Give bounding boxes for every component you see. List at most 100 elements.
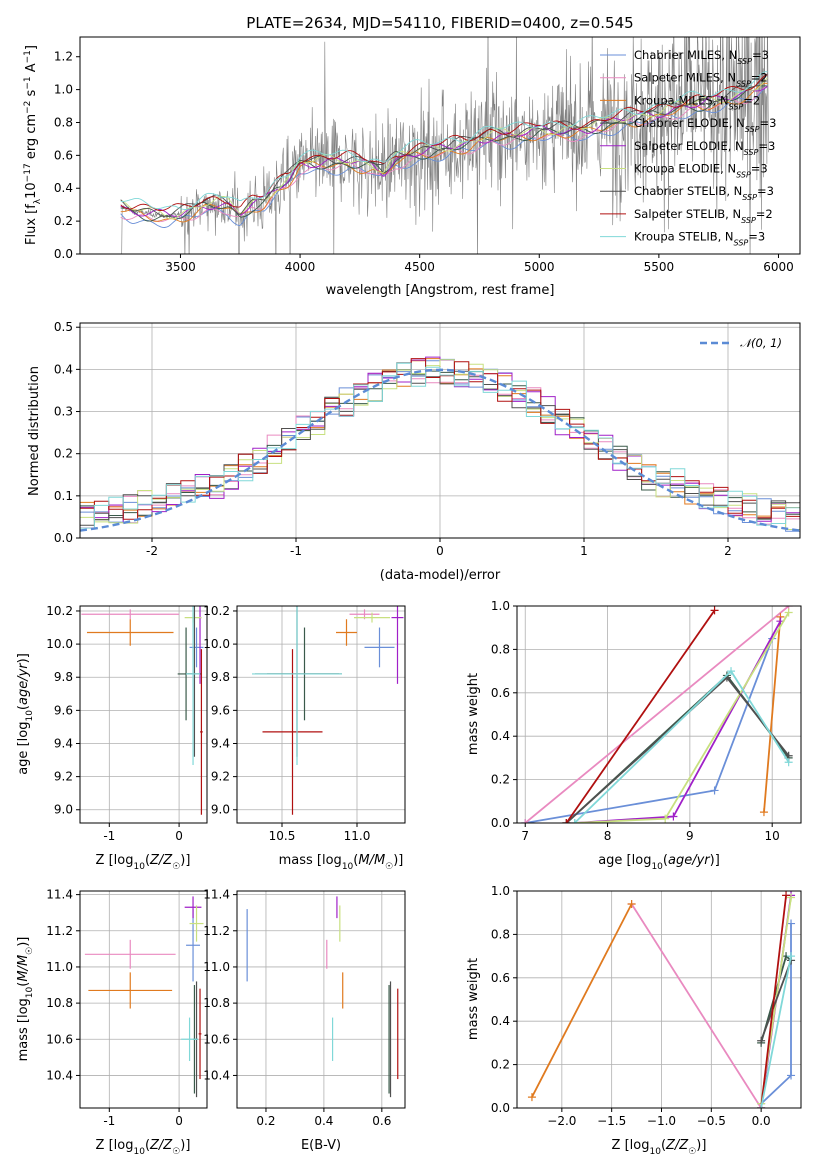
y-tick-label: 9.2 — [211, 770, 230, 784]
legend-label: Salpeter MILES, NSSP=2 — [634, 71, 768, 89]
plot-layer: 3500 4000 4500 5000 5500 6000 0.0 0.2 0.4 0.6 0.8 1… — [46, 36, 802, 1128]
x-tick-label: 0.6 — [372, 1114, 391, 1128]
age-mass-xlabel: mass [log10(M/M☉)] — [279, 853, 404, 872]
y-tick-label: 11.0 — [203, 960, 230, 974]
y-tick-label: 9.0 — [211, 803, 230, 817]
y-tick-label: 0.0 — [54, 531, 73, 545]
weight-Z-xlabel: Z [log10(Z/Z☉)] — [612, 1138, 707, 1157]
legend-label: Kroupa ELODIE, NSSP=3 — [634, 162, 768, 180]
x-tick-label: 3500 — [165, 260, 196, 274]
age_vs_mass-axes — [237, 606, 405, 823]
y-tick-label: 10.6 — [203, 1032, 230, 1046]
legend-label: Kroupa STELIB, NSSP=3 — [634, 230, 765, 248]
age_vs_Z-frame: -1 0 9.0 9.2 9.4 9.6 9.8 10.0 10.2 — [46, 604, 208, 843]
weight-marker — [710, 606, 719, 615]
weight-track — [763, 616, 782, 813]
x-tick-label: −1.5 — [597, 1114, 626, 1128]
weight_vs_age-frame: 7 8 9 10 0.0 0.2 0.4 0.6 0.8 1.0 — [491, 599, 802, 843]
y-tick-label: 11.2 — [46, 924, 73, 938]
weight-track — [760, 895, 787, 1108]
weight-track — [565, 676, 790, 823]
y-tick-label: 0.6 — [491, 971, 510, 985]
x-tick-label: -1 — [103, 829, 115, 843]
weight-marker — [669, 812, 678, 821]
residuals-axes — [80, 323, 800, 539]
weight-marker — [787, 952, 796, 961]
mass-ebv-xlabel: E(B-V) — [301, 1138, 341, 1153]
axes-frame — [79, 890, 208, 1109]
axes-frame — [79, 36, 801, 255]
residuals-frame: -2 -1 0 1 2 0.0 0.1 0.2 0.3 0.4 0.5 — [54, 320, 801, 558]
y-tick-label: 0.6 — [54, 148, 73, 162]
model-spectrum-line — [120, 74, 768, 211]
x-tick-label: 0 — [175, 1114, 183, 1128]
model-spectrum-line — [120, 73, 768, 218]
x-tick-label: 4000 — [285, 260, 316, 274]
model-spectrum-line — [120, 77, 768, 220]
y-tick-label: 0.4 — [54, 362, 73, 376]
y-tick-label: 9.4 — [211, 736, 230, 750]
x-tick-label: −0.5 — [697, 1114, 726, 1128]
x-tick-label: 8 — [604, 829, 612, 843]
mass_vs_Z-axes — [80, 891, 207, 1108]
spectrum-frame: 3500 4000 4500 5000 5500 6000 0.0 0.2 0.4 0.6 0.8 1… — [54, 36, 801, 274]
residuals-legend: 𝒩(0, 1) — [700, 336, 782, 350]
x-tick-label: 1 — [580, 544, 588, 558]
y-tick-label: 10.4 — [203, 1068, 230, 1082]
y-tick-label: 9.4 — [54, 736, 73, 750]
y-tick-label: 0.4 — [54, 181, 73, 195]
x-tick-label: 0.0 — [752, 1114, 771, 1128]
weight-marker — [562, 819, 571, 823]
x-tick-label: 5500 — [644, 260, 675, 274]
y-tick-label: 1.0 — [54, 83, 73, 97]
weight-Z-ylabel: mass weight — [466, 958, 481, 1040]
x-tick-label: 9 — [686, 829, 694, 843]
x-tick-label: -2 — [146, 544, 158, 558]
mass-Z-ylabel: mass [log10(M/M☉)] — [16, 937, 35, 1062]
weight-marker — [757, 1104, 766, 1108]
x-tick-label: 7 — [521, 829, 529, 843]
y-tick-label: 0.5 — [54, 320, 73, 334]
y-tick-label: 0.2 — [491, 1058, 510, 1072]
weight-marker — [661, 814, 670, 823]
y-tick-label: 0.4 — [491, 1014, 510, 1028]
spectrum-legend: Chabrier MILES, NSSP=3 Salpeter MILES, NS… — [600, 48, 776, 247]
weight-marker — [757, 1036, 766, 1045]
y-tick-label: 9.8 — [211, 670, 230, 684]
weight-marker — [782, 891, 791, 900]
weight_vs_age-plot — [521, 606, 793, 823]
weight-marker — [759, 808, 768, 817]
weight-marker — [521, 819, 530, 823]
mass_vs_Z-plot — [84, 896, 204, 1098]
y-tick-label: 0.0 — [491, 1101, 510, 1115]
legend-label: 𝒩(0, 1) — [740, 336, 782, 350]
residual-histogram — [80, 362, 800, 538]
age_vs_mass-frame: 10.5 11.0 9.0 9.2 9.4 9.6 9.8 10.0 10.2 — [203, 604, 406, 843]
weight-age-ylabel: mass weight — [466, 673, 481, 755]
mass_vs_ebv-plot — [246, 896, 399, 1098]
age_vs_mass-plot — [252, 606, 404, 815]
weight-track — [531, 903, 633, 1098]
residuals-ylabel: Normed distribution — [27, 366, 42, 496]
y-tick-label: 9.2 — [54, 770, 73, 784]
weight-marker — [787, 893, 796, 902]
weight_vs_Z-frame: −2.0 −1.5 −1.0 −0.5 0.0 0.0 0.2 0.4 0.6 0.8 1.0 — [491, 884, 802, 1128]
spectrum-xlabel: wavelength [Angstrom, rest frame] — [326, 283, 555, 298]
y-tick-label: 0.2 — [491, 773, 510, 787]
mass_vs_ebv-frame: 0.2 0.4 0.6 10.4 10.6 10.8 11.0 11.2 11.4 — [203, 888, 406, 1128]
y-tick-label: 1.0 — [491, 599, 510, 613]
weight-marker — [570, 819, 579, 823]
y-tick-label: 10.8 — [203, 996, 230, 1010]
x-tick-label: 0 — [175, 829, 183, 843]
weight-track — [525, 638, 774, 823]
y-tick-label: 1.0 — [491, 884, 510, 898]
x-tick-label: 0.2 — [256, 1114, 275, 1128]
x-tick-label: 5000 — [524, 260, 555, 274]
model-spectrum-line — [120, 71, 768, 210]
axes-frame — [516, 605, 802, 824]
y-tick-label: 0.1 — [54, 489, 73, 503]
y-tick-label: 11.4 — [203, 888, 230, 902]
legend-label: Chabrier ELODIE, NSSP=3 — [634, 116, 776, 134]
y-tick-label: 9.6 — [211, 703, 230, 717]
